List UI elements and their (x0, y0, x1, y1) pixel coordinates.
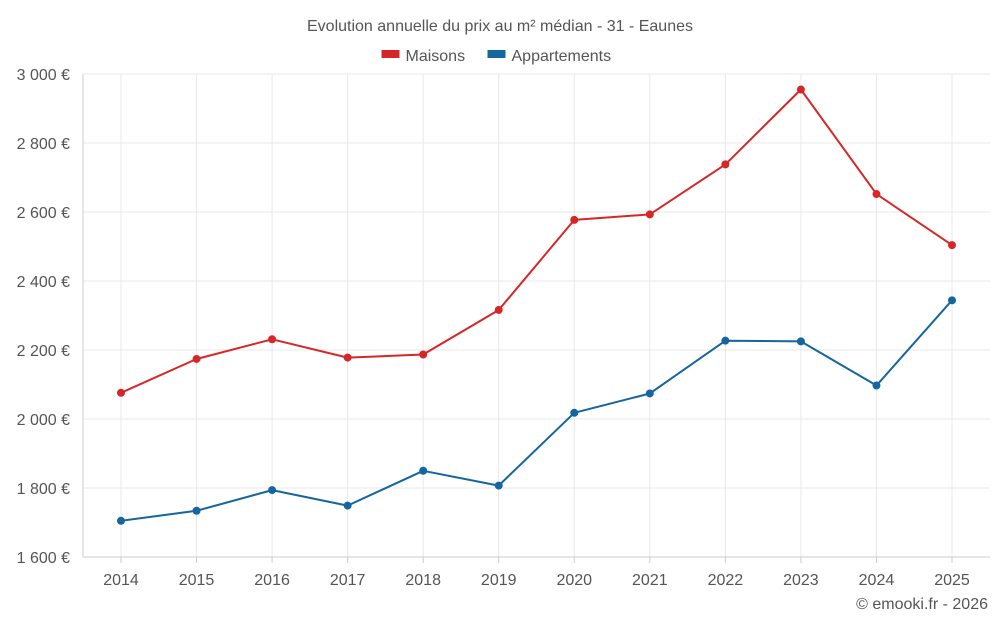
legend-item-maisons[interactable]: Maisons (381, 48, 466, 65)
y-tick-label: 1 800 € (17, 481, 70, 498)
series-appartements (117, 296, 956, 525)
x-tick-label: 2020 (556, 572, 592, 589)
data-point-maisons[interactable] (570, 215, 579, 224)
x-tick-label: 2023 (783, 572, 819, 589)
data-point-maisons[interactable] (117, 388, 125, 397)
y-tick-label: 2 000 € (17, 412, 70, 429)
data-point-maisons[interactable] (948, 241, 956, 250)
data-point-appartements[interactable] (948, 296, 956, 305)
data-point-appartements[interactable] (192, 506, 201, 515)
y-axis: 1 600 € 1 800 € 2 000 € 2 200 € 2 400 € 2 600… (17, 67, 84, 567)
series-maisons (117, 85, 956, 397)
y-tick-label: 2 600 € (17, 205, 70, 222)
data-point-appartements[interactable] (570, 408, 579, 417)
data-point-maisons[interactable] (192, 354, 201, 363)
y-tick-label: 3 000 € (17, 67, 70, 84)
data-point-maisons[interactable] (721, 160, 730, 169)
data-point-appartements[interactable] (721, 336, 730, 345)
legend-label: Appartements (512, 48, 612, 65)
data-point-appartements[interactable] (419, 466, 428, 475)
x-axis: 2014 2015 2016 2017 2018 2019 2020 2021 2022 2023… (83, 556, 990, 589)
data-point-appartements[interactable] (117, 516, 125, 525)
x-tick-label: 2015 (179, 572, 215, 589)
y-tick-label: 2 800 € (17, 136, 70, 153)
x-tick-label: 2017 (330, 572, 366, 589)
x-tick-label: 2025 (934, 572, 970, 589)
data-point-maisons[interactable] (419, 350, 428, 359)
x-tick-label: 2021 (632, 572, 668, 589)
series-line-maisons (120, 88, 953, 394)
y-tick-label: 2 400 € (17, 274, 70, 291)
legend[interactable]: Maisons Appartements (381, 48, 612, 65)
data-point-appartements[interactable] (645, 389, 654, 398)
x-tick-label: 2016 (254, 572, 290, 589)
x-tick-label: 2014 (103, 572, 139, 589)
data-point-maisons[interactable] (872, 190, 881, 199)
legend-swatch (381, 50, 400, 58)
x-tick-label: 2022 (708, 572, 744, 589)
legend-swatch (487, 50, 506, 58)
credit-text: © emooki.fr - 2026 (856, 596, 988, 613)
series-line-appartements (120, 299, 953, 522)
y-tick-label: 1 600 € (17, 550, 70, 567)
x-tick-label: 2024 (859, 572, 895, 589)
x-tick-label: 2018 (405, 572, 441, 589)
data-point-maisons[interactable] (268, 335, 277, 344)
data-point-appartements[interactable] (494, 481, 503, 490)
legend-item-appartements[interactable]: Appartements (487, 48, 612, 65)
data-point-appartements[interactable] (796, 337, 805, 346)
data-point-maisons[interactable] (343, 353, 352, 362)
data-point-maisons[interactable] (796, 85, 805, 94)
data-point-appartements[interactable] (268, 486, 277, 495)
data-point-maisons[interactable] (645, 210, 654, 219)
grid (83, 73, 990, 558)
chart-title: Evolution annuelle du prix au m² médian … (307, 18, 693, 35)
data-point-appartements[interactable] (343, 501, 352, 510)
data-point-appartements[interactable] (872, 381, 881, 390)
data-point-maisons[interactable] (494, 305, 503, 314)
y-tick-label: 2 200 € (17, 343, 70, 360)
legend-label: Maisons (406, 48, 466, 65)
series-group (117, 85, 956, 525)
x-tick-label: 2019 (481, 572, 517, 589)
